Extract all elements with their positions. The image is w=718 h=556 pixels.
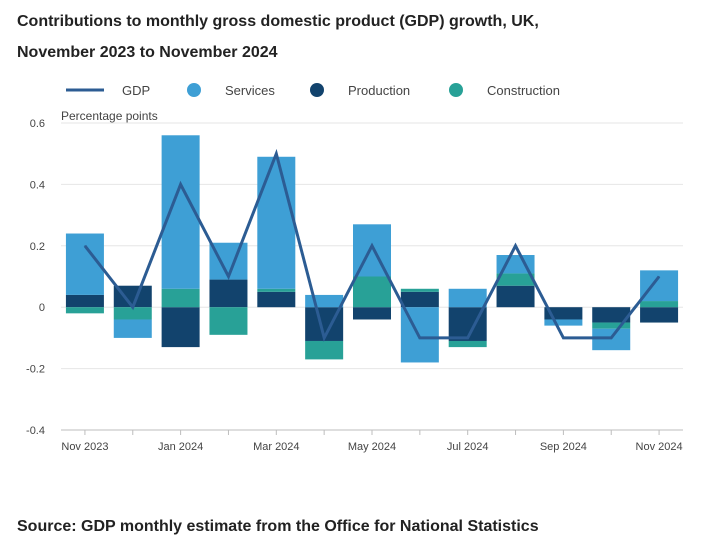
bar-services (592, 328, 631, 351)
bar-services (305, 294, 344, 308)
gdp-point (227, 276, 229, 277)
chart-title-line-1: Contributions to monthly gross domestic … (17, 13, 539, 30)
x-tick-label: Sep 2024 (540, 441, 587, 453)
gdp-point (275, 153, 277, 155)
bar-services (544, 319, 583, 326)
bar-production (353, 307, 391, 320)
bar-services (448, 288, 487, 308)
legend-production-label: Production (348, 83, 410, 98)
gdp-point (132, 306, 134, 308)
y-axis-ticks: 0.6 0.4 0.2 0 -0.2 -0.4 (26, 118, 45, 437)
gdp-point (562, 337, 564, 339)
bar-construction (496, 273, 535, 286)
y-axis-label: Percentage points (61, 109, 158, 123)
bar-construction (400, 288, 439, 292)
y-tick-label: 0.6 (30, 118, 45, 130)
y-tick-label: -0.2 (26, 364, 45, 376)
bar-production (65, 294, 104, 308)
x-axis: Nov 2023 Jan 2024 Mar 2024 May 2024 Jul 2024… (61, 429, 683, 453)
x-tick-label: Nov 2023 (61, 441, 108, 453)
bar-construction (640, 301, 679, 308)
x-tick-label: May 2024 (348, 441, 396, 453)
x-tick-label: Mar 2024 (253, 441, 299, 453)
bars (65, 135, 679, 363)
gdp-line (83, 148, 661, 343)
bar-construction (113, 307, 152, 320)
legend-services-label: Services (225, 83, 275, 98)
gdp-point (323, 337, 325, 339)
legend: GDP Services Production Construction (66, 83, 560, 98)
gdp-point (180, 183, 182, 185)
bar-construction (353, 276, 391, 308)
bar-construction (65, 307, 104, 314)
bar-construction (161, 288, 200, 308)
legend-production-swatch (310, 83, 324, 97)
bar-services (113, 319, 152, 338)
legend-construction-label: Construction (487, 83, 560, 98)
bar-production (640, 307, 679, 323)
gdp-point (467, 337, 469, 339)
gdp-point (84, 245, 86, 247)
legend-services-swatch (187, 83, 201, 97)
y-tick-label: -0.4 (26, 425, 45, 437)
bar-construction (209, 307, 248, 335)
x-tick-label: Jul 2024 (447, 441, 489, 453)
chart-title: Contributions to monthly gross domestic … (17, 6, 707, 68)
bar-services (257, 156, 296, 289)
gdp-point (515, 245, 517, 247)
x-tick-label: Nov 2024 (636, 441, 683, 453)
bar-services (496, 255, 535, 274)
y-tick-label: 0.2 (30, 241, 45, 253)
bar-construction (592, 322, 631, 329)
bar-production (496, 285, 535, 308)
gdp-point (610, 337, 612, 339)
bar-production (400, 291, 439, 308)
y-tick-label: 0 (39, 302, 45, 314)
bar-construction (448, 340, 487, 348)
y-tick-label: 0.4 (30, 179, 45, 191)
source-note: Source: GDP monthly estimate from the Of… (17, 518, 539, 535)
legend-gdp-label: GDP (122, 83, 150, 98)
bar-production (113, 285, 152, 308)
bar-services (640, 270, 679, 302)
bar-production (592, 307, 631, 323)
x-tick-label: Jan 2024 (158, 441, 203, 453)
bar-production (209, 279, 248, 308)
bar-production (257, 291, 296, 308)
chart-title-line-2: November 2023 to November 2024 (17, 44, 278, 61)
gdp-point (658, 276, 660, 277)
gdp-point (371, 245, 373, 247)
bar-production (161, 307, 200, 348)
legend-construction-swatch (449, 83, 463, 97)
gdp-point (419, 337, 421, 339)
bar-construction (257, 288, 296, 292)
bar-construction (305, 340, 344, 360)
